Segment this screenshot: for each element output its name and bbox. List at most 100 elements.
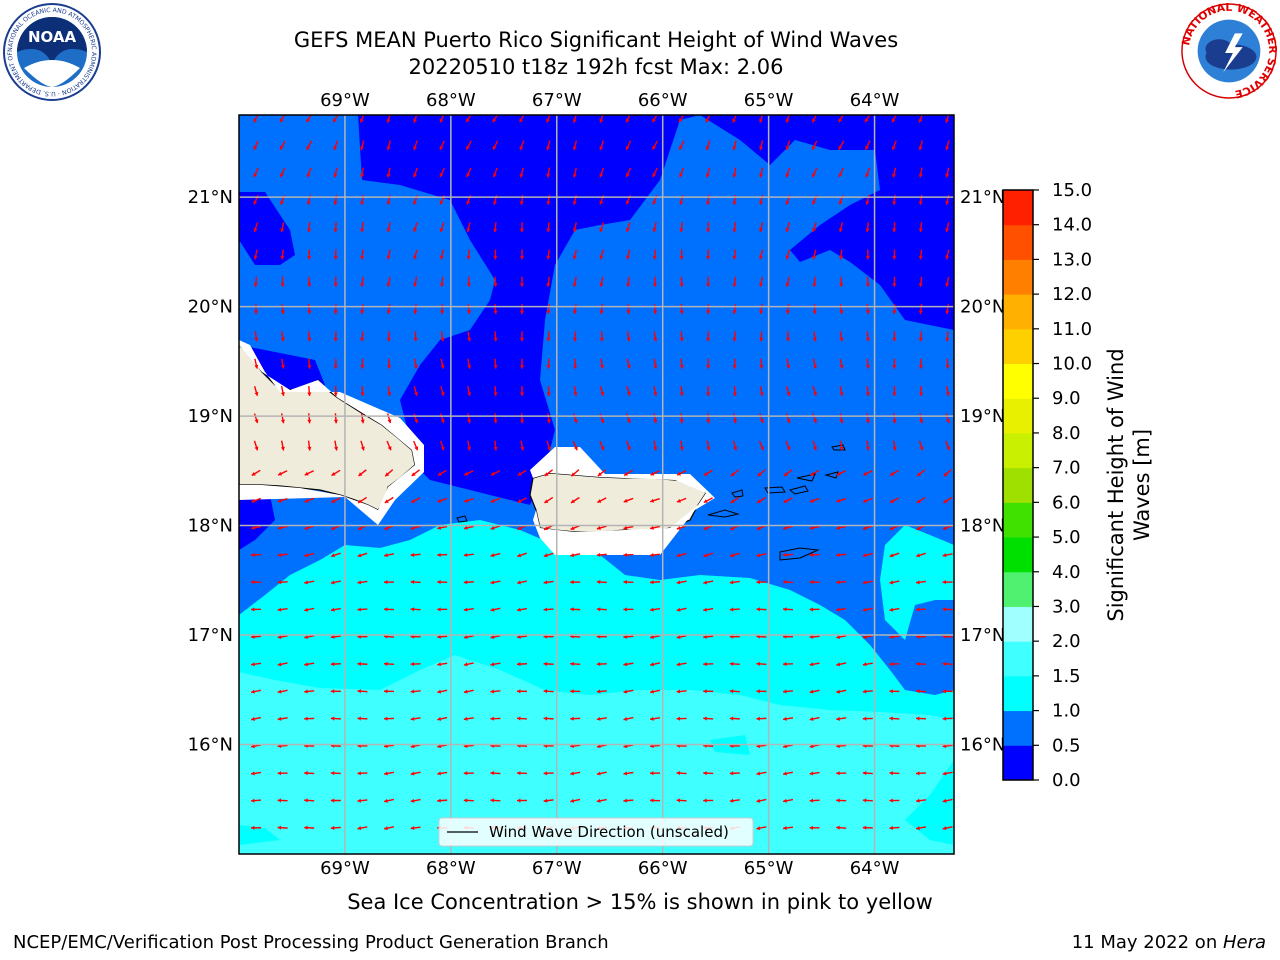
wave-arrow: [492, 140, 499, 151]
wave-arrow: [676, 716, 687, 721]
lon-label-bottom: 68°W: [426, 858, 476, 879]
colorbar-tick-label: 12.0: [1052, 284, 1092, 305]
map-subtitle: 20220510 t18z 192h fcst Max: 2.06: [408, 55, 784, 79]
wave-arrow: [437, 607, 448, 612]
wave-arrow: [892, 222, 897, 233]
wave-arrow: [546, 385, 551, 397]
wave-arrow: [490, 552, 501, 558]
wave-arrow: [307, 331, 312, 342]
map-gridlines: [239, 115, 954, 854]
wave-arrow: [892, 385, 897, 397]
wave-arrow: [597, 497, 607, 504]
wave-arrow: [706, 440, 711, 451]
wave-arrow: [732, 276, 737, 287]
wave-arrow: [786, 358, 791, 369]
wave-arrow: [782, 825, 794, 831]
wave-arrow: [679, 222, 684, 233]
wave-arrow: [437, 798, 448, 803]
wave-arrow: [493, 440, 498, 451]
wave-arrow: [759, 249, 764, 260]
wave-arrow: [383, 798, 395, 803]
wave-arrow: [706, 331, 711, 342]
wave-arrow: [706, 222, 711, 233]
wave-arrow: [334, 440, 339, 451]
wave-arrow: [599, 222, 605, 233]
wave-arrow: [570, 580, 581, 585]
wave-arrow: [730, 496, 740, 504]
wave-arrow: [889, 580, 900, 585]
wave-arrow: [463, 662, 474, 667]
wave-arrow: [732, 115, 737, 123]
wave-arrow: [652, 167, 658, 178]
wave-arrow: [570, 661, 581, 666]
wave-arrow: [892, 440, 897, 451]
wave-arrow: [277, 607, 288, 612]
wave-arrow: [703, 469, 713, 477]
wave-arrow: [836, 525, 847, 530]
wave-arrow: [517, 552, 527, 558]
wave-arrow: [250, 716, 262, 721]
wave-arrow: [918, 222, 923, 233]
wave-arrow: [386, 115, 391, 123]
wave-arrow: [253, 413, 259, 424]
wave-arrow: [626, 386, 631, 396]
wave-arrow: [889, 689, 900, 694]
wave-arrow: [490, 662, 501, 667]
wave-arrow: [330, 607, 341, 612]
lon-label-bottom: 66°W: [638, 858, 688, 879]
wave-arrow: [626, 440, 631, 451]
lat-label-right: 20°N: [960, 297, 1005, 318]
wave-arrow: [463, 498, 474, 503]
wave-arrow: [357, 607, 368, 612]
legend-label: Wind Wave Direction (unscaled): [489, 823, 729, 841]
wave-arrow: [437, 579, 448, 585]
wave-arrow: [705, 140, 711, 151]
wave-arrow: [599, 115, 604, 123]
wave-arrow: [546, 167, 551, 178]
wave-arrow: [357, 826, 368, 831]
wave-arrow: [306, 222, 312, 233]
wave-arrow: [277, 716, 288, 721]
colorbar-tick-label: 3.0: [1052, 596, 1081, 617]
wave-arrow: [360, 140, 365, 151]
wave-arrow: [519, 249, 525, 260]
wave-arrow: [516, 798, 528, 803]
wave-arrow: [918, 358, 923, 369]
wave-arrow: [703, 634, 714, 639]
wave-arrow: [756, 798, 767, 803]
wave-arrow: [679, 358, 684, 369]
wave-arrow: [357, 798, 368, 803]
wave-arrow: [838, 167, 844, 178]
wave-arrow: [572, 140, 578, 151]
wave-arrow: [250, 689, 262, 694]
wave-arrow: [516, 662, 528, 667]
wave-arrow: [333, 385, 338, 397]
wave-arrow: [596, 798, 607, 803]
noaa-logo-text: NOAA: [28, 28, 77, 46]
wave-arrow: [862, 607, 873, 612]
wave-arrow: [649, 634, 661, 640]
wave-arrow: [942, 580, 953, 585]
wave-arrow: [517, 497, 527, 504]
wave-arrow: [413, 358, 418, 369]
colorbar-tick-label: 9.0: [1052, 388, 1081, 409]
wave-arrow: [250, 579, 262, 585]
wave-arrow: [277, 662, 288, 667]
wave-arrow: [570, 716, 581, 721]
wave-arrow: [280, 413, 285, 424]
wave-arrow: [915, 661, 927, 666]
wave-arrow: [277, 470, 288, 476]
wave-arrow: [386, 358, 392, 369]
wave-arrow: [251, 469, 261, 477]
lat-label-left: 16°N: [188, 735, 233, 756]
wave-arrow: [839, 385, 844, 397]
wave-arrow: [307, 276, 312, 287]
wave-arrow: [572, 167, 577, 178]
wave-arrow: [413, 167, 418, 178]
wave-arrow: [836, 771, 847, 776]
wave-arrow: [410, 661, 421, 667]
wave-arrow: [437, 771, 448, 776]
wave-arrow: [277, 689, 288, 694]
wave-arrow: [413, 304, 418, 315]
colorbar-tick-label: 0.5: [1052, 735, 1081, 756]
